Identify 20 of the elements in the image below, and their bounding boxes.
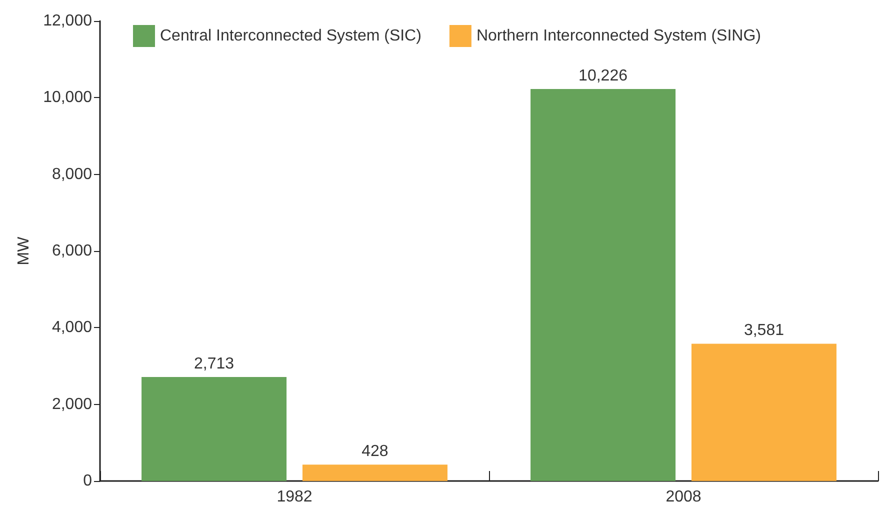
x-tick-label: 2008 (666, 488, 702, 506)
data-label: 10,226 (578, 68, 628, 85)
data-label: 2,713 (194, 356, 234, 372)
data-label: 3,581 (744, 322, 784, 340)
x-tick-label: 1982 (276, 488, 312, 506)
y-axis-title: MW (16, 236, 32, 266)
legend-label: Northern Interconnected System (SING) (476, 28, 761, 44)
bar (142, 377, 287, 481)
y-tick-label: 2,000 (52, 396, 92, 413)
bar (302, 464, 448, 481)
data-label: 428 (362, 443, 388, 460)
y-tick-label: 0 (83, 472, 92, 490)
bar (691, 344, 836, 481)
y-tick-label: 8,000 (52, 166, 92, 183)
y-tick-label: 10,000 (43, 89, 92, 106)
legend-label: Central Interconnected System (SIC) (160, 28, 422, 44)
y-tick-label: 4,000 (52, 319, 92, 336)
bar (530, 89, 676, 481)
y-tick-label: 12,000 (43, 12, 92, 30)
y-tick-label: 6,000 (52, 242, 92, 260)
